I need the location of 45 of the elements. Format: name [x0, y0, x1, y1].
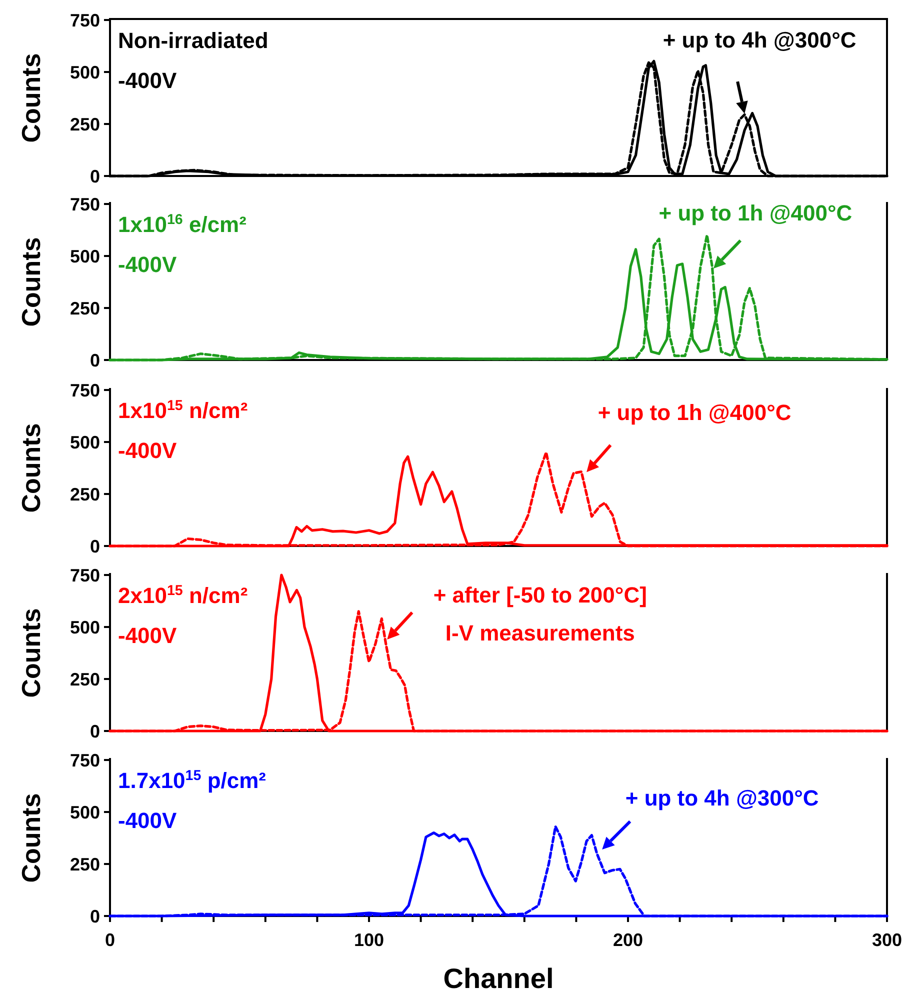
y-tick-label: 250	[70, 854, 100, 874]
y-tick-label: 500	[70, 617, 100, 638]
annotation: 2x10$^{15}$ n/cm²	[118, 583, 248, 608]
y-tick-label: 750	[70, 10, 100, 30]
y-tick-label: 750	[70, 750, 100, 770]
y-tick-label: 250	[70, 669, 100, 690]
y-tick-label: 250	[70, 298, 100, 318]
y-tick-label: 750	[70, 565, 100, 586]
annotation: -400V	[118, 68, 178, 93]
y-axis-title: Counts	[16, 793, 46, 883]
x-tick-label: 100	[354, 930, 384, 950]
annotation: 1.7x10$^{15}$ p/cm²	[118, 768, 266, 793]
annotation: 1x10$^{16}$ e/cm²	[118, 212, 246, 237]
y-tick-label: 250	[70, 484, 100, 504]
annotation: Non-irradiated	[118, 28, 268, 53]
y-tick-label: 750	[70, 380, 100, 400]
y-tick-label: 0	[90, 166, 100, 186]
annotation: + up to 4h @300°C	[625, 785, 819, 810]
annotation: 1x10$^{15}$ n/cm²	[118, 398, 248, 423]
y-tick-label: 500	[70, 62, 100, 82]
annotation: + up to 1h @400°C	[658, 200, 852, 226]
y-tick-label: 0	[90, 536, 100, 556]
y-tick-label: 750	[70, 194, 100, 214]
y-tick-label: 250	[70, 114, 100, 134]
y-tick-label: 0	[90, 721, 100, 742]
y-tick-label: 500	[70, 246, 100, 266]
y-tick-label: 500	[70, 432, 100, 452]
y-axis-title: Counts	[16, 237, 46, 327]
x-tick-label: 200	[612, 930, 644, 950]
annotation: -400V	[118, 438, 178, 463]
annotation: -400V	[118, 252, 178, 277]
x-tick-label: 300	[872, 930, 902, 950]
x-tick-label: 0	[104, 930, 116, 950]
annotation: -400V	[118, 808, 178, 833]
y-tick-label: 500	[70, 802, 100, 822]
x-axis-title: Channel	[443, 963, 554, 994]
annotation: -400V	[118, 623, 178, 648]
y-tick-label: 0	[90, 350, 100, 370]
annotation: + up to 1h @400°C	[598, 400, 792, 426]
y-axis-title: Counts	[16, 608, 46, 698]
y-axis-title: Counts	[16, 423, 46, 513]
y-axis-title: Counts	[16, 53, 46, 143]
annotation: + up to 4h @300°C	[662, 28, 856, 53]
y-tick-label: 0	[90, 906, 100, 926]
annotation: + after [-50 to 200°C] I-V measurements	[433, 582, 647, 646]
